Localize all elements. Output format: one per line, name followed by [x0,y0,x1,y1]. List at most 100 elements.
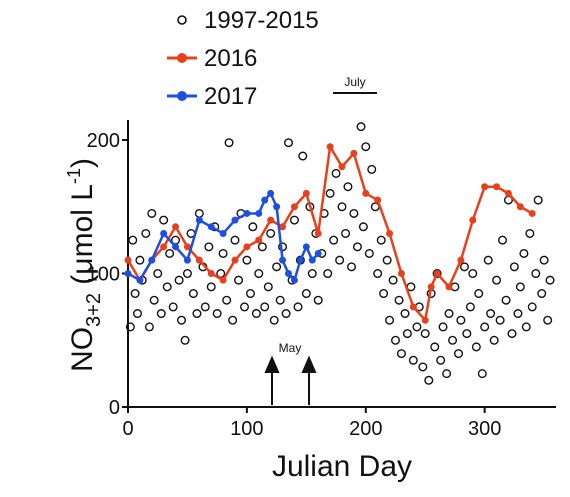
y-label-part: NO [66,327,99,372]
scatter-point [396,349,406,359]
scatter-point [125,322,135,332]
scatter-point [222,295,232,305]
x-tick-label: 0 [122,418,133,440]
legend-label: 2016 [204,45,257,72]
series-point [421,316,429,324]
scatter-point [352,242,362,252]
scatter-point [343,182,353,192]
series-point [172,243,180,251]
scatter-point [337,202,347,212]
scatter-point [168,302,178,312]
scatter-point [418,362,428,372]
series-point [124,256,132,264]
series-point [338,163,346,171]
scatter-point [341,228,351,238]
series-point [302,189,310,197]
scatter-point [462,329,472,339]
series-point [219,229,227,237]
scatter-point [275,295,285,305]
scatter-point [543,315,553,325]
scatter-point [515,282,525,292]
series-point [290,276,298,284]
annotation: May [279,341,302,355]
scatter-point [281,309,291,319]
scatter-point [200,302,210,312]
scatter-point [206,282,216,292]
series-point [457,256,465,264]
scatter-point [456,315,466,325]
scatter-point [156,309,166,319]
scatter-point [391,335,401,345]
scatter-point [165,248,175,258]
series-point [160,243,168,251]
scatter-point [260,302,270,312]
scatter-point [527,302,537,312]
scatter-point [182,269,192,279]
scatter-point [465,302,475,312]
scatter-point [442,369,452,379]
scatter-point [153,269,163,279]
series-point [267,216,275,224]
series-point [124,270,132,278]
scatter-point [531,269,541,279]
scatter-point [174,275,184,285]
scatter-point [367,164,377,174]
legend-label: 2017 [204,83,257,110]
y-label-part: (μmol L [66,184,99,293]
series-point [516,203,524,211]
scatter-point [192,309,202,319]
scatter-point [335,255,345,265]
scatter-point [266,228,276,238]
scatter-point [379,289,389,299]
scatter-point [501,295,511,305]
scatter-point [188,289,198,299]
scatter-point [537,289,547,299]
series-point [231,216,239,224]
series-point [195,216,203,224]
series-point [207,223,215,231]
scatter-point [507,329,517,339]
scatter-point [331,168,341,178]
scatter-point [394,295,404,305]
legend-marker [177,53,187,63]
series-point [374,196,382,204]
y-label-part: ) [66,158,99,168]
y-tick-label: 200 [87,130,120,152]
scatter-point [448,335,458,345]
scatter-point [234,275,244,285]
scatter-point [216,269,226,279]
series-point [183,256,191,264]
scatter-point [373,269,383,279]
scatter-point [438,322,448,332]
x-tick-label: 300 [468,418,501,440]
scatter-point [412,322,422,332]
scatter-point [521,322,531,332]
scatter-point [498,235,508,245]
scatter-point [323,269,333,279]
scatter-point [248,222,258,232]
scatter-point [424,375,434,385]
scatter-point [477,369,487,379]
scatter-point [272,262,282,272]
series-point [243,243,251,251]
series-point [445,283,453,291]
scatter-point [347,262,357,272]
scatter-point [218,248,228,258]
scatter-point [242,255,252,265]
scatter-point [382,255,392,265]
series-point [481,183,489,191]
x-axis-label: Julian Day [272,450,412,483]
scatter-point [483,255,493,265]
series-point [308,256,316,264]
series-point [493,183,501,191]
scatter-point [436,355,446,365]
series-point [267,189,275,197]
series-point [273,203,281,211]
series-point [172,223,180,231]
scatter-point [245,289,255,299]
scatter-point [361,142,371,152]
series-point [183,243,191,251]
scatter-point [489,335,499,345]
scatter-point [313,295,323,305]
series-point [326,143,334,151]
